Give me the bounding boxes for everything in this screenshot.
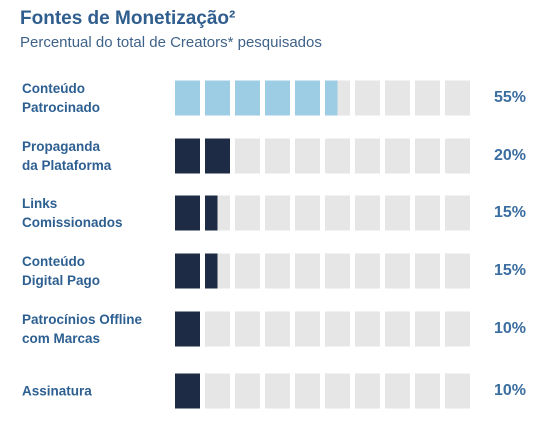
block-background (235, 311, 260, 347)
block-fill (175, 195, 200, 231)
block-background (415, 80, 440, 116)
block-background (295, 138, 320, 174)
category-label: Conteúdo Patrocinado (22, 81, 101, 115)
block-background (325, 195, 350, 231)
block-fill (295, 80, 320, 116)
block-background (295, 311, 320, 347)
category-label: Conteúdo Digital Pago (22, 254, 101, 288)
value-label: 20% (493, 147, 526, 164)
block-fill (205, 138, 230, 174)
block-background (445, 80, 470, 116)
block-background (445, 195, 470, 231)
block-background (445, 253, 470, 289)
chart-subtitle: Percentual do total de Creators* pesquis… (20, 34, 322, 51)
block-background (235, 373, 260, 409)
block-background (415, 253, 440, 289)
category-label: Assinatura (22, 383, 92, 399)
block-background (265, 373, 290, 409)
block-background (235, 253, 260, 289)
block-background (265, 138, 290, 174)
block-background (355, 80, 380, 116)
block-background (445, 311, 470, 347)
block-background (265, 311, 290, 347)
block-background (265, 195, 290, 231)
block-background (355, 373, 380, 409)
block-background (385, 80, 410, 116)
block-background (385, 311, 410, 347)
block-background (355, 138, 380, 174)
block-background (415, 311, 440, 347)
category-label: Propaganda da Plataforma (22, 139, 112, 173)
block-background (325, 373, 350, 409)
block-background (205, 373, 230, 409)
block-background (325, 253, 350, 289)
block-background (355, 195, 380, 231)
block-background (385, 373, 410, 409)
block-background (445, 138, 470, 174)
block-background (415, 373, 440, 409)
block-fill (325, 80, 338, 116)
block-fill (175, 311, 200, 347)
block-fill (235, 80, 260, 116)
chart-title: Fontes de Monetização² (20, 8, 236, 29)
block-background (385, 138, 410, 174)
category-label: Links Comissionados (22, 196, 123, 230)
block-background (235, 195, 260, 231)
block-background (235, 138, 260, 174)
block-background (295, 373, 320, 409)
block-background (325, 311, 350, 347)
block-background (355, 253, 380, 289)
value-label: 15% (493, 204, 526, 221)
block-background (415, 138, 440, 174)
value-label: 15% (493, 262, 526, 279)
block-fill (175, 253, 200, 289)
value-label: 55% (493, 89, 526, 106)
block-background (205, 311, 230, 347)
block-fill (175, 138, 200, 174)
value-label: 10% (493, 320, 526, 337)
block-fill (265, 80, 290, 116)
value-label: 10% (493, 382, 526, 399)
block-background (265, 253, 290, 289)
block-background (325, 138, 350, 174)
block-background (295, 253, 320, 289)
block-background (385, 253, 410, 289)
block-background (385, 195, 410, 231)
block-background (445, 373, 470, 409)
block-fill (175, 373, 200, 409)
block-background (295, 195, 320, 231)
block-fill (205, 195, 218, 231)
block-fill (205, 80, 230, 116)
block-fill (205, 253, 218, 289)
block-background (415, 195, 440, 231)
block-background (355, 311, 380, 347)
category-label: Patrocínios Offline com Marcas (22, 312, 143, 346)
block-fill (175, 80, 200, 116)
